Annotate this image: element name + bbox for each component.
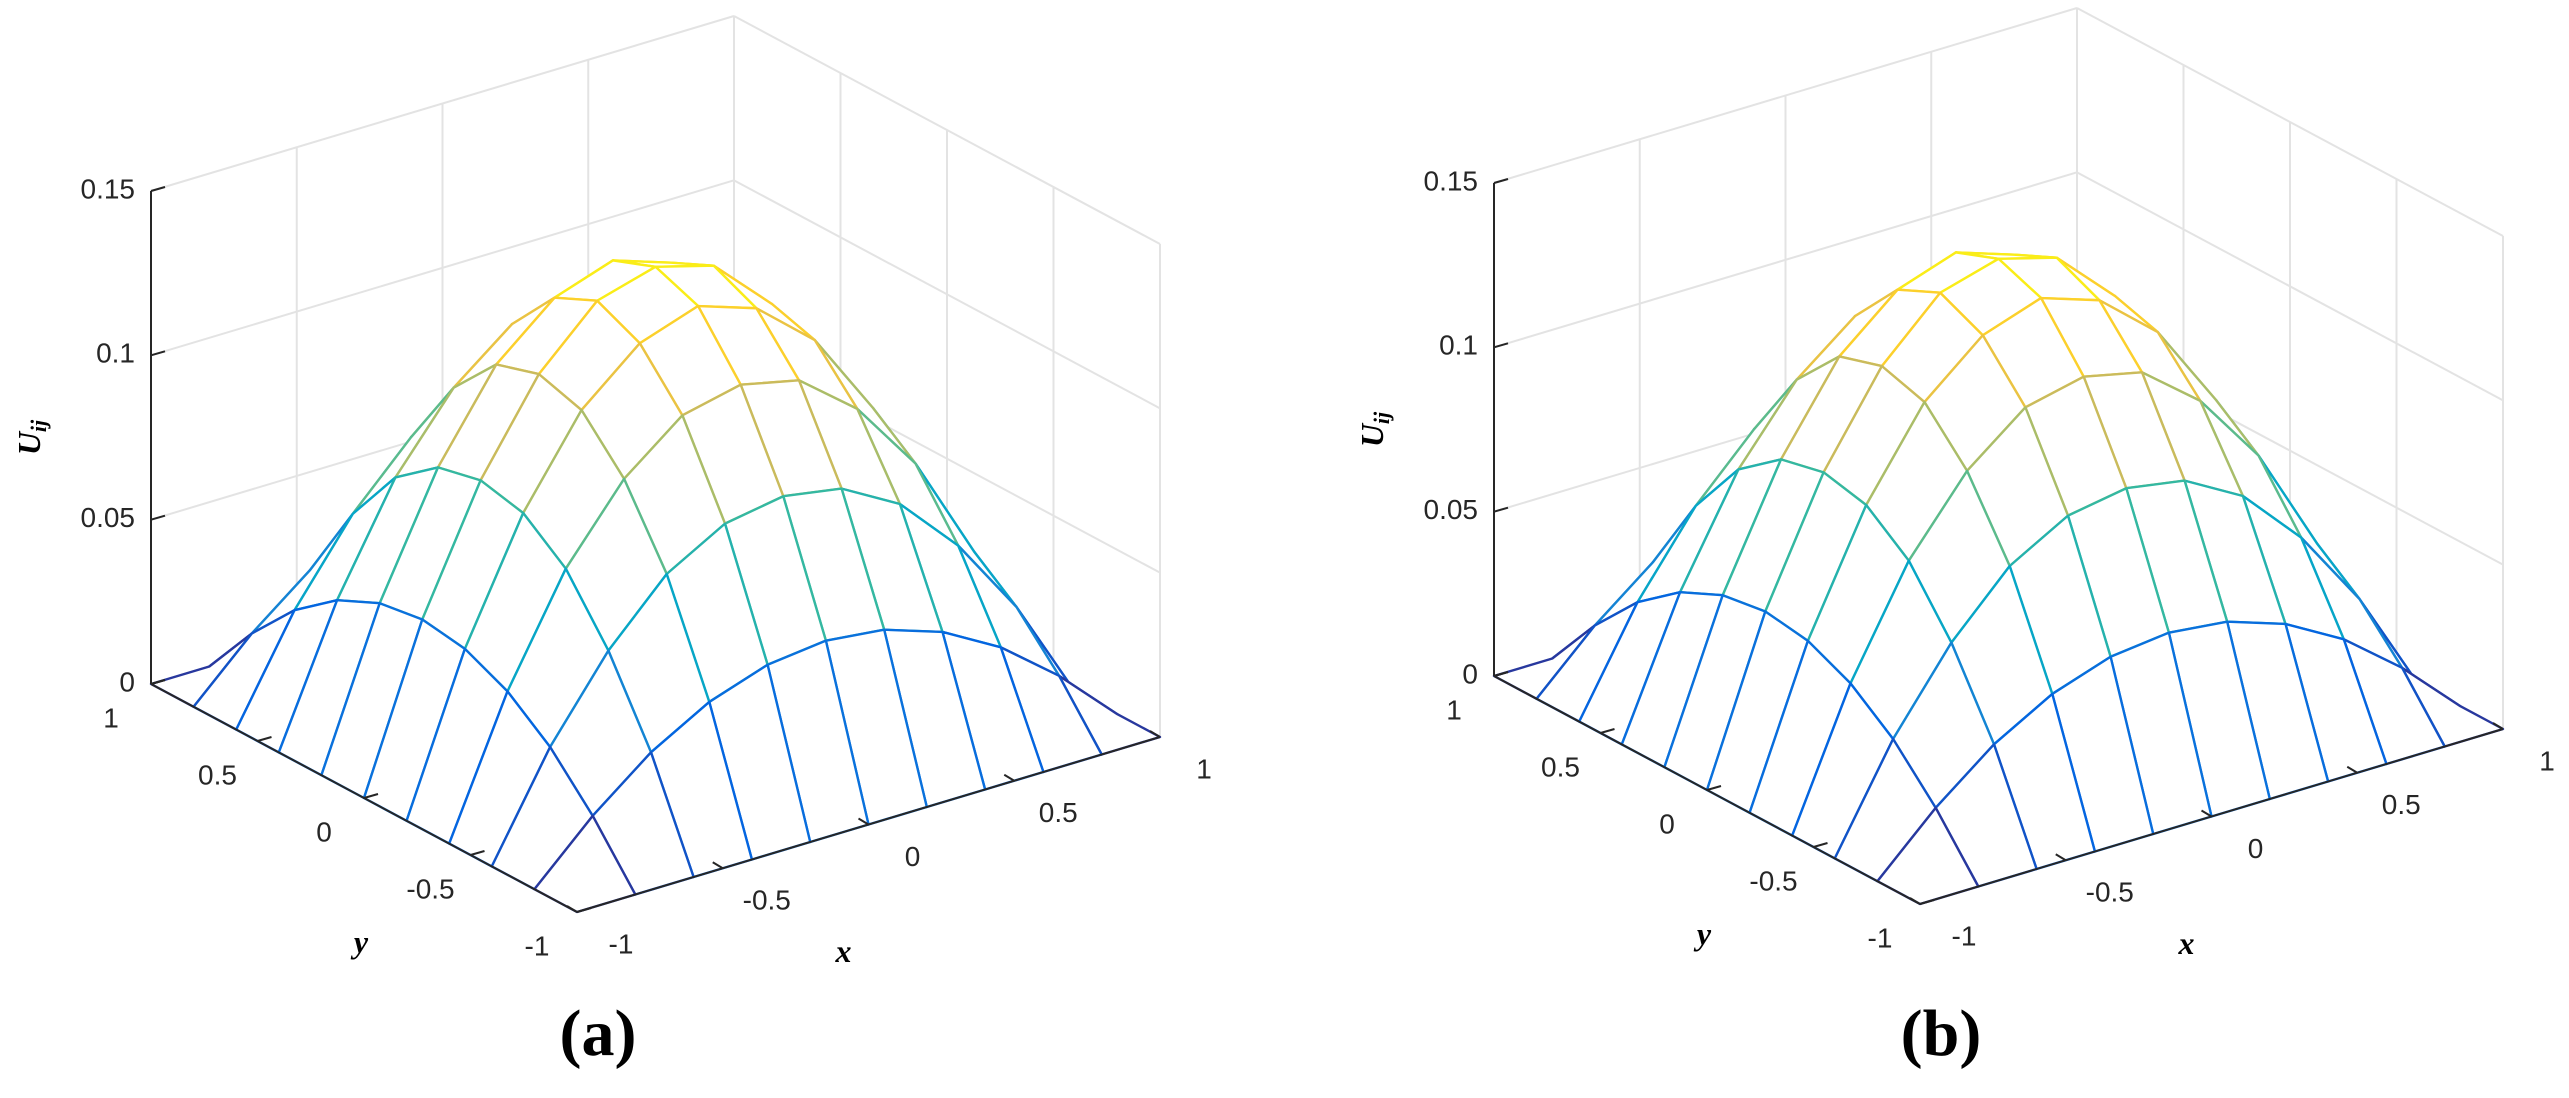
x-tick-label: -0.5 <box>743 885 791 916</box>
z-tick <box>150 186 166 192</box>
grid-line <box>1493 171 2078 349</box>
z-tick-label: 0.05 <box>1424 494 1479 525</box>
z-axis-title: Uij <box>11 419 51 455</box>
z-tick <box>1493 342 1509 349</box>
grid-line <box>733 15 1161 245</box>
z-tick-label: 0 <box>119 666 135 697</box>
y-tick <box>1813 842 1828 848</box>
y-tick-label: 0 <box>316 816 332 847</box>
y-tick <box>470 850 485 856</box>
x-tick <box>1003 773 1015 782</box>
y-tick-label: -0.5 <box>406 873 454 904</box>
x-tick <box>712 861 724 870</box>
y-tick <box>363 793 379 799</box>
y-tick-label: 0.5 <box>1541 751 1580 782</box>
x-tick-label: -1 <box>1952 920 1977 951</box>
z-tick-label: 0.15 <box>81 173 136 204</box>
panel-caption: (b) <box>1901 997 1982 1070</box>
x-tick <box>1909 897 1921 905</box>
grid-line <box>1493 7 2078 184</box>
y-tick <box>1600 728 1615 734</box>
x-tick-label: 1 <box>1196 753 1212 784</box>
z-tick <box>1493 178 1509 184</box>
x-tick <box>2055 853 2067 862</box>
z-axis-title-sub: ij <box>26 419 51 432</box>
panel-caption: (a) <box>560 997 637 1070</box>
y-tick-label: -0.5 <box>1749 865 1797 896</box>
y-tick <box>1919 899 1935 905</box>
z-tick-label: 0 <box>1462 658 1478 689</box>
x-axis-title: x <box>2178 925 2195 961</box>
grid-line <box>733 179 1161 410</box>
x-tick-label: 0 <box>905 841 921 872</box>
grid-line <box>150 179 735 357</box>
grid-line <box>2076 171 2504 402</box>
x-tick-label: 0.5 <box>1039 797 1078 828</box>
x-tick-label: 0 <box>2248 833 2264 864</box>
y-tick-label: 1 <box>1446 694 1462 725</box>
z-tick-label: 0.1 <box>1439 330 1478 361</box>
x-tick <box>2346 765 2358 774</box>
x-tick-label: -0.5 <box>2086 877 2134 908</box>
z-tick <box>1493 506 1509 513</box>
y-tick <box>1493 671 1509 677</box>
x-tick <box>2200 809 2213 818</box>
y-tick-label: -1 <box>1868 922 1893 953</box>
z-tick <box>150 514 166 521</box>
y-tick <box>257 736 272 742</box>
y-axis-title: y <box>350 923 369 959</box>
x-tick-label: -1 <box>609 928 634 959</box>
z-tick-label: 0.05 <box>81 502 136 533</box>
x-axis-title: x <box>835 933 852 969</box>
y-tick <box>576 907 592 913</box>
y-axis-title: y <box>1693 915 1712 951</box>
z-axis-title-base: U <box>1354 422 1390 447</box>
z-tick-label: 0.15 <box>1424 165 1479 196</box>
x-tick-label: 0.5 <box>2382 789 2421 820</box>
x-tick <box>1149 730 1161 738</box>
x-tick-label: 1 <box>2539 745 2555 776</box>
z-axis-title: Uij <box>1354 411 1394 447</box>
z-tick-label: 0.1 <box>96 338 135 369</box>
y-tick-label: 0 <box>1659 808 1675 839</box>
x-tick <box>857 817 870 826</box>
y-tick <box>1706 785 1722 791</box>
x-tick <box>2492 722 2504 730</box>
y-tick-label: -1 <box>525 930 550 961</box>
z-tick <box>150 350 166 357</box>
y-tick-label: 0.5 <box>198 759 237 790</box>
grid-line <box>2076 7 2504 237</box>
x-tick <box>566 905 578 913</box>
y-tick-label: 1 <box>103 702 119 733</box>
grid-line <box>150 15 735 192</box>
y-tick <box>150 679 166 685</box>
z-axis-title-base: U <box>11 430 47 455</box>
z-axis-title-sub: ij <box>1369 411 1394 424</box>
